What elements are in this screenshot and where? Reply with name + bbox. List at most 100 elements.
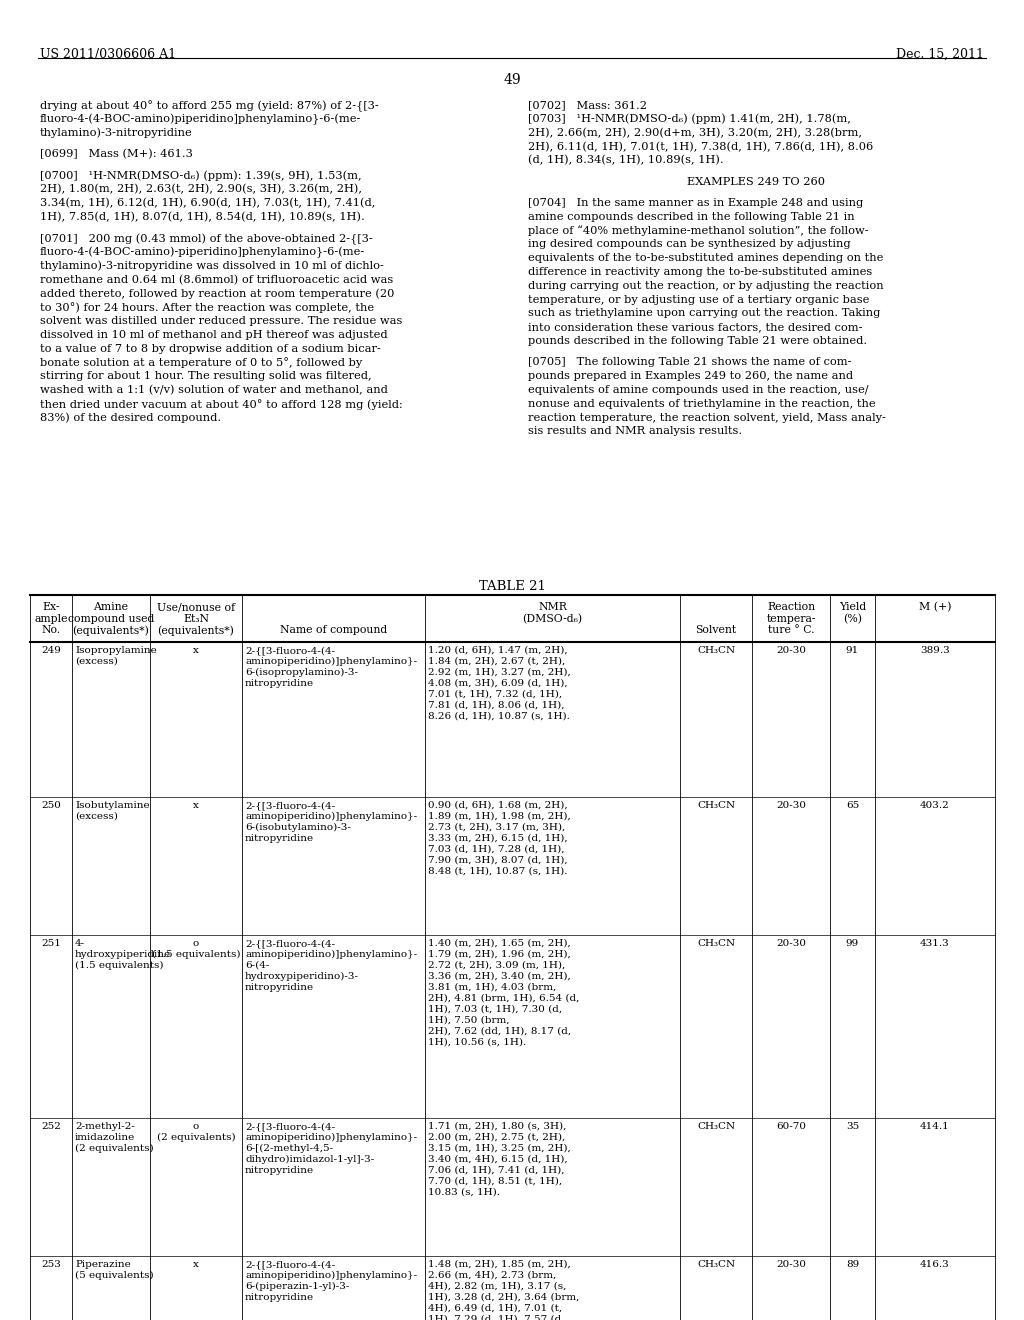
Text: pounds prepared in Examples 249 to 260, the name and: pounds prepared in Examples 249 to 260, … [528, 371, 853, 381]
Text: compound used: compound used [68, 614, 155, 623]
Text: x: x [194, 801, 199, 810]
Text: 2.72 (t, 2H), 3.09 (m, 1H),: 2.72 (t, 2H), 3.09 (m, 1H), [428, 961, 565, 970]
Text: romethane and 0.64 ml (8.6mmol) of trifluoroacetic acid was: romethane and 0.64 ml (8.6mmol) of trifl… [40, 275, 393, 285]
Text: CH₃CN: CH₃CN [697, 645, 735, 655]
Text: (DMSO-d₆): (DMSO-d₆) [522, 614, 583, 624]
Text: nitropyridine: nitropyridine [245, 983, 314, 993]
Text: [0701]   200 mg (0.43 mmol) of the above-obtained 2-{[3-: [0701] 200 mg (0.43 mmol) of the above-o… [40, 234, 373, 244]
Text: CH₃CN: CH₃CN [697, 801, 735, 810]
Text: 8.26 (d, 1H), 10.87 (s, 1H).: 8.26 (d, 1H), 10.87 (s, 1H). [428, 711, 570, 721]
Text: (excess): (excess) [75, 812, 118, 821]
Text: (1.5 equivalents): (1.5 equivalents) [75, 961, 164, 970]
Text: bonate solution at a temperature of 0 to 5°, followed by: bonate solution at a temperature of 0 to… [40, 358, 362, 368]
Text: 83%) of the desired compound.: 83%) of the desired compound. [40, 413, 221, 424]
Text: Ex-: Ex- [42, 602, 59, 612]
Text: amine compounds described in the following Table 21 in: amine compounds described in the followi… [528, 211, 855, 222]
Text: 4-: 4- [75, 939, 85, 948]
Text: 431.3: 431.3 [921, 939, 950, 948]
Text: 2.92 (m, 1H), 3.27 (m, 2H),: 2.92 (m, 1H), 3.27 (m, 2H), [428, 668, 570, 677]
Text: 7.70 (d, 1H), 8.51 (t, 1H),: 7.70 (d, 1H), 8.51 (t, 1H), [428, 1177, 562, 1185]
Text: Isopropylamine: Isopropylamine [75, 645, 157, 655]
Text: solvent was distilled under reduced pressure. The residue was: solvent was distilled under reduced pres… [40, 315, 402, 326]
Text: 65: 65 [846, 801, 859, 810]
Text: then dried under vacuum at about 40° to afford 128 mg (yield:: then dried under vacuum at about 40° to … [40, 399, 402, 409]
Text: nitropyridine: nitropyridine [245, 834, 314, 843]
Text: 10.83 (s, 1H).: 10.83 (s, 1H). [428, 1188, 500, 1197]
Text: 389.3: 389.3 [921, 645, 950, 655]
Text: reaction temperature, the reaction solvent, yield, Mass analy-: reaction temperature, the reaction solve… [528, 413, 886, 422]
Text: 20-30: 20-30 [776, 1261, 806, 1269]
Text: hydroxypiperidino)-3-: hydroxypiperidino)-3- [245, 972, 359, 981]
Text: 2.66 (m, 4H), 2.73 (brm,: 2.66 (m, 4H), 2.73 (brm, [428, 1271, 556, 1280]
Text: 91: 91 [846, 645, 859, 655]
Text: 1.89 (m, 1H), 1.98 (m, 2H),: 1.89 (m, 1H), 1.98 (m, 2H), [428, 812, 570, 821]
Text: 2-{[3-fluoro-4-(4-: 2-{[3-fluoro-4-(4- [245, 1261, 335, 1269]
Text: M (+): M (+) [919, 602, 951, 612]
Text: ing desired compounds can be synthesized by adjusting: ing desired compounds can be synthesized… [528, 239, 851, 249]
Text: TABLE 21: TABLE 21 [478, 579, 546, 593]
Text: 2-{[3-fluoro-4-(4-: 2-{[3-fluoro-4-(4- [245, 645, 335, 655]
Text: to 30°) for 24 hours. After the reaction was complete, the: to 30°) for 24 hours. After the reaction… [40, 302, 374, 313]
Text: aminopiperidino)]phenylamino}-: aminopiperidino)]phenylamino}- [245, 812, 417, 821]
Text: 2.73 (t, 2H), 3.17 (m, 3H),: 2.73 (t, 2H), 3.17 (m, 3H), [428, 822, 565, 832]
Text: 6-[(2-methyl-4,5-: 6-[(2-methyl-4,5- [245, 1144, 333, 1154]
Text: Yield: Yield [839, 602, 866, 612]
Text: 7.81 (d, 1H), 8.06 (d, 1H),: 7.81 (d, 1H), 8.06 (d, 1H), [428, 701, 564, 710]
Text: 249: 249 [41, 645, 61, 655]
Text: Reaction: Reaction [767, 602, 815, 612]
Text: 60-70: 60-70 [776, 1122, 806, 1131]
Text: 1.79 (m, 2H), 1.96 (m, 2H),: 1.79 (m, 2H), 1.96 (m, 2H), [428, 950, 570, 960]
Text: 2-{[3-fluoro-4-(4-: 2-{[3-fluoro-4-(4- [245, 939, 335, 948]
Text: 6-(4-: 6-(4- [245, 961, 269, 970]
Text: Dec. 15, 2011: Dec. 15, 2011 [896, 48, 984, 61]
Text: to a value of 7 to 8 by dropwise addition of a sodium bicar-: to a value of 7 to 8 by dropwise additio… [40, 343, 381, 354]
Text: into consideration these various factors, the desired com-: into consideration these various factors… [528, 322, 862, 333]
Text: o: o [193, 1122, 199, 1131]
Text: nitropyridine: nitropyridine [245, 1294, 314, 1302]
Text: 20-30: 20-30 [776, 939, 806, 948]
Text: 49: 49 [503, 73, 521, 87]
Text: [0699]   Mass (M+): 461.3: [0699] Mass (M+): 461.3 [40, 149, 193, 160]
Text: 1.20 (d, 6H), 1.47 (m, 2H),: 1.20 (d, 6H), 1.47 (m, 2H), [428, 645, 567, 655]
Text: aminopiperidino)]phenylamino}-: aminopiperidino)]phenylamino}- [245, 950, 417, 960]
Text: 6-(isopropylamino)-3-: 6-(isopropylamino)-3- [245, 668, 358, 677]
Text: nitropyridine: nitropyridine [245, 678, 314, 688]
Text: 2-{[3-fluoro-4-(4-: 2-{[3-fluoro-4-(4- [245, 801, 335, 810]
Text: 1H), 3.28 (d, 2H), 3.64 (brm,: 1H), 3.28 (d, 2H), 3.64 (brm, [428, 1294, 580, 1302]
Text: 1H), 7.29 (d, 1H), 7.57 (d,: 1H), 7.29 (d, 1H), 7.57 (d, [428, 1315, 564, 1320]
Text: (equivalents*): (equivalents*) [158, 624, 234, 635]
Text: difference in reactivity among the to-be-substituted amines: difference in reactivity among the to-be… [528, 267, 872, 277]
Text: 7.90 (m, 3H), 8.07 (d, 1H),: 7.90 (m, 3H), 8.07 (d, 1H), [428, 855, 567, 865]
Text: (5 equivalents): (5 equivalents) [75, 1271, 154, 1280]
Text: 7.03 (d, 1H), 7.28 (d, 1H),: 7.03 (d, 1H), 7.28 (d, 1H), [428, 845, 564, 854]
Text: equivalents of the to-be-substituted amines depending on the: equivalents of the to-be-substituted ami… [528, 253, 884, 263]
Text: during carrying out the reaction, or by adjusting the reaction: during carrying out the reaction, or by … [528, 281, 884, 290]
Text: such as triethylamine upon carrying out the reaction. Taking: such as triethylamine upon carrying out … [528, 309, 881, 318]
Text: fluoro-4-(4-BOC-amino)-piperidino]phenylamino}-6-(me-: fluoro-4-(4-BOC-amino)-piperidino]phenyl… [40, 247, 366, 259]
Text: 2-{[3-fluoro-4-(4-: 2-{[3-fluoro-4-(4- [245, 1122, 335, 1131]
Text: 3.81 (m, 1H), 4.03 (brm,: 3.81 (m, 1H), 4.03 (brm, [428, 983, 556, 993]
Text: 3.33 (m, 2H), 6.15 (d, 1H),: 3.33 (m, 2H), 6.15 (d, 1H), [428, 834, 567, 843]
Text: 3.34(m, 1H), 6.12(d, 1H), 6.90(d, 1H), 7.03(t, 1H), 7.41(d,: 3.34(m, 1H), 6.12(d, 1H), 6.90(d, 1H), 7… [40, 198, 376, 209]
Text: imidazoline: imidazoline [75, 1133, 135, 1142]
Text: stirring for about 1 hour. The resulting solid was filtered,: stirring for about 1 hour. The resulting… [40, 371, 372, 381]
Text: CH₃CN: CH₃CN [697, 1261, 735, 1269]
Text: 89: 89 [846, 1261, 859, 1269]
Text: 1.48 (m, 2H), 1.85 (m, 2H),: 1.48 (m, 2H), 1.85 (m, 2H), [428, 1261, 570, 1269]
Text: 2H), 1.80(m, 2H), 2.63(t, 2H), 2.90(s, 3H), 3.26(m, 2H),: 2H), 1.80(m, 2H), 2.63(t, 2H), 2.90(s, 3… [40, 185, 362, 194]
Text: drying at about 40° to afford 255 mg (yield: 87%) of 2-{[3-: drying at about 40° to afford 255 mg (yi… [40, 100, 379, 112]
Text: 0.90 (d, 6H), 1.68 (m, 2H),: 0.90 (d, 6H), 1.68 (m, 2H), [428, 801, 567, 810]
Text: 4.08 (m, 3H), 6.09 (d, 1H),: 4.08 (m, 3H), 6.09 (d, 1H), [428, 678, 567, 688]
Text: 7.01 (t, 1H), 7.32 (d, 1H),: 7.01 (t, 1H), 7.32 (d, 1H), [428, 690, 562, 700]
Text: 1H), 7.50 (brm,: 1H), 7.50 (brm, [428, 1016, 510, 1026]
Text: 3.36 (m, 2H), 3.40 (m, 2H),: 3.36 (m, 2H), 3.40 (m, 2H), [428, 972, 570, 981]
Text: 20-30: 20-30 [776, 801, 806, 810]
Text: [0704]   In the same manner as in Example 248 and using: [0704] In the same manner as in Example … [528, 198, 863, 209]
Text: 35: 35 [846, 1122, 859, 1131]
Text: pounds described in the following Table 21 were obtained.: pounds described in the following Table … [528, 337, 867, 346]
Text: 403.2: 403.2 [921, 801, 950, 810]
Text: CH₃CN: CH₃CN [697, 939, 735, 948]
Text: Et₃N: Et₃N [183, 614, 209, 623]
Text: EXAMPLES 249 TO 260: EXAMPLES 249 TO 260 [687, 177, 825, 186]
Text: 1H), 7.03 (t, 1H), 7.30 (d,: 1H), 7.03 (t, 1H), 7.30 (d, [428, 1005, 562, 1014]
